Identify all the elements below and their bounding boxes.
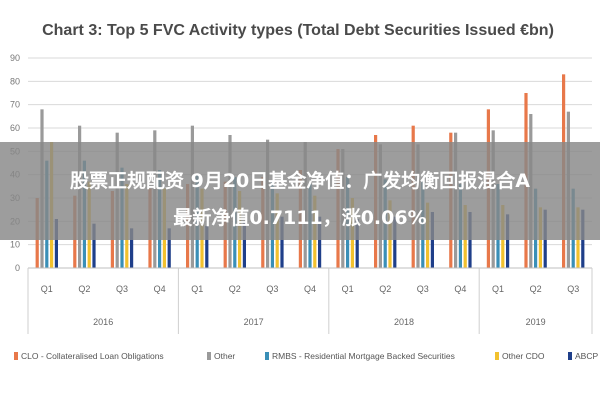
legend: CLO - Collateralised Loan Obligations Oth… — [14, 351, 598, 361]
legend-swatch — [14, 352, 18, 360]
bar — [468, 212, 472, 268]
legend-swatch — [495, 352, 499, 360]
y-tick-label: 70 — [10, 100, 20, 110]
legend-label: Other — [214, 351, 235, 361]
y-tick-label: 90 — [10, 53, 20, 63]
chart-title: Chart 3: Top 5 FVC Activity types (Total… — [42, 22, 554, 39]
watermark-banner — [0, 142, 600, 240]
x-tick-label: Q4 — [154, 284, 166, 294]
bar — [54, 219, 58, 268]
legend-label: CLO - Collateralised Loan Obligations — [21, 351, 164, 361]
bar — [167, 228, 171, 268]
y-tick-label: 0 — [15, 263, 20, 273]
x-tick-label: Q2 — [530, 284, 542, 294]
x-group-label: 2019 — [526, 317, 546, 327]
bar — [393, 216, 397, 268]
legend-swatch — [207, 352, 211, 360]
y-tick-label: 10 — [10, 240, 20, 250]
x-tick-label: Q1 — [41, 284, 53, 294]
x-group-label: 2017 — [244, 317, 264, 327]
x-tick-label: Q1 — [342, 284, 354, 294]
x-tick-label: Q3 — [116, 284, 128, 294]
x-tick-label: Q1 — [191, 284, 203, 294]
y-tick-label: 60 — [10, 123, 20, 133]
x-tick-label: Q3 — [567, 284, 579, 294]
legend-label: Other CDO — [502, 351, 545, 361]
x-tick-label: Q4 — [304, 284, 316, 294]
bar — [130, 228, 134, 268]
banner-subheadline: 最新净值0.7111，涨0.06% — [173, 207, 427, 229]
bar — [92, 223, 96, 268]
y-tick-label: 80 — [10, 76, 20, 86]
x-tick-label: Q4 — [454, 284, 466, 294]
x-tick-label: Q3 — [266, 284, 278, 294]
legend-swatch — [265, 352, 269, 360]
bar — [280, 216, 284, 268]
bar — [242, 221, 246, 268]
legend-label: RMBS - Residential Mortgage Backed Secur… — [272, 351, 455, 361]
x-group-label: 2016 — [93, 317, 113, 327]
bar — [318, 216, 322, 268]
legend-swatch — [568, 352, 572, 360]
x-tick-label: Q2 — [78, 284, 90, 294]
legend-label: ABCP — [575, 351, 598, 361]
bar — [506, 214, 510, 268]
bar — [205, 226, 209, 268]
axes: Q1 Q2 Q3 Q4 Q1 Q2 Q3 Q4 Q1 Q2 Q3 Q4 Q1 Q2 Q3 2016 2017 20… — [27, 267, 593, 334]
x-tick-label: Q2 — [379, 284, 391, 294]
x-group-label: 2018 — [394, 317, 414, 327]
x-tick-label: Q1 — [492, 284, 504, 294]
bar — [430, 212, 434, 268]
banner-headline: 股票正规配资 9月20日基金净值：广发均衡回报混合A — [70, 170, 530, 192]
x-tick-label: Q3 — [417, 284, 429, 294]
bar — [355, 219, 359, 268]
x-tick-label: Q2 — [229, 284, 241, 294]
